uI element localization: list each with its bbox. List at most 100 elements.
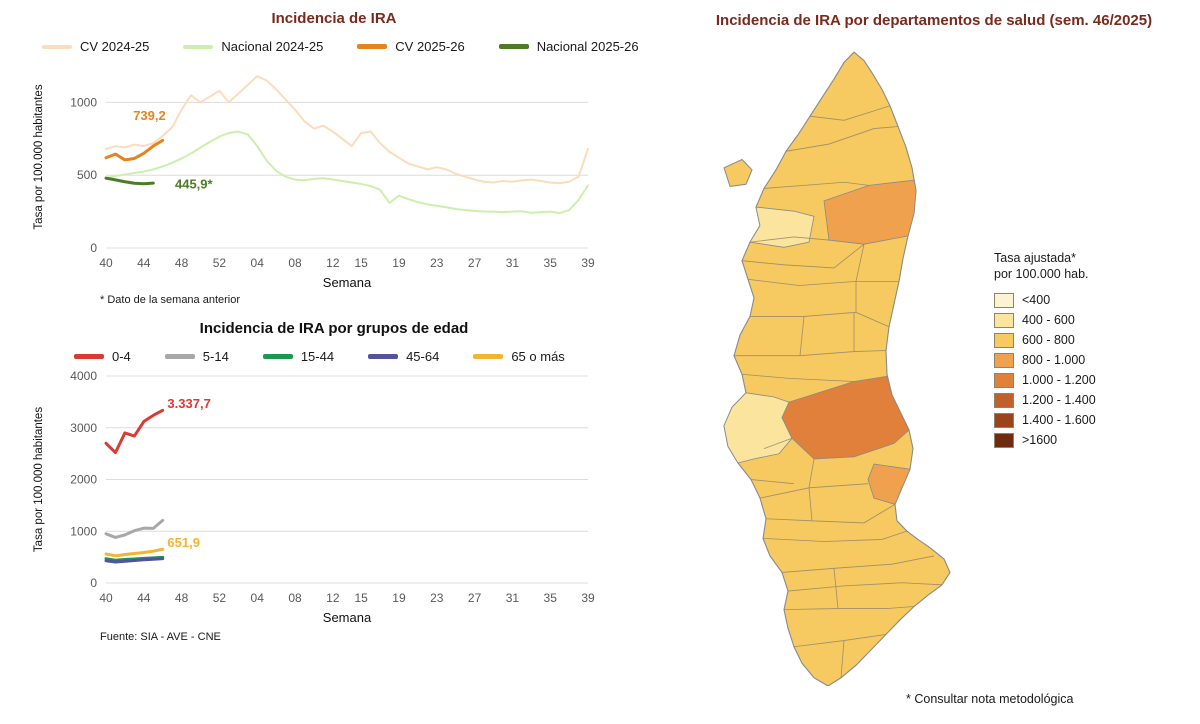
- legend-item: CV 2024-25: [42, 39, 149, 54]
- series-line: [105, 75, 589, 185]
- x-tick-label: 27: [468, 256, 482, 270]
- x-tick-label: 27: [468, 591, 482, 605]
- x-tick-label: 40: [99, 256, 113, 270]
- map-column: Incidencia de IRA por departamentos de s…: [668, 0, 1200, 724]
- map-legend-swatch: [994, 432, 1014, 448]
- map-legend-swatch: [994, 372, 1014, 388]
- map-legend-label: 400 - 600: [1022, 313, 1075, 327]
- x-tick-label: 12: [326, 256, 340, 270]
- y-tick-label: 500: [77, 168, 97, 182]
- y-tick-label: 3000: [70, 421, 97, 435]
- map-legend-label: 1.400 - 1.600: [1022, 413, 1096, 427]
- x-tick-label: 31: [506, 256, 520, 270]
- map-legend-label: 1.000 - 1.200: [1022, 373, 1096, 387]
- map-legend-label: 600 - 800: [1022, 333, 1075, 347]
- map-legend-swatch: [994, 312, 1014, 328]
- chart-source: Fuente: SIA - AVE - CNE: [100, 631, 221, 643]
- series-line: [104, 176, 155, 186]
- x-tick-label: 39: [581, 591, 595, 605]
- legend-label: 5-14: [202, 349, 229, 364]
- legend-label: CV 2025-26: [395, 39, 465, 54]
- x-tick-label: 23: [430, 591, 444, 605]
- legend-item: Nacional 2024-25: [183, 39, 323, 54]
- x-tick-label: 23: [430, 256, 444, 270]
- x-tick-label: 08: [288, 591, 302, 605]
- map-legend-row: 1.400 - 1.600: [994, 410, 1096, 430]
- legend-item: CV 2025-26: [357, 39, 465, 54]
- x-tick-label: 35: [544, 591, 558, 605]
- x-tick-label: 44: [137, 591, 151, 605]
- legend-swatch: [498, 44, 529, 49]
- legend-label: 0-4: [112, 349, 131, 364]
- map-legend-row: 1.000 - 1.200: [994, 370, 1096, 390]
- chart-title-ira: Incidencia de IRA: [271, 10, 397, 27]
- x-tick-label: 39: [581, 256, 595, 270]
- chart-legend-ira: CV 2024-25 Nacional 2024-25 CV 2025-26 Naci…: [42, 39, 668, 54]
- map-legend-label: >1600: [1022, 433, 1058, 447]
- map-legend-swatch: [994, 392, 1014, 408]
- legend-swatch: [368, 354, 399, 359]
- map-legend-title-line2: por 100.000 hab.: [994, 267, 1089, 281]
- x-tick-label: 40: [99, 591, 113, 605]
- x-tick-label: 35: [544, 256, 558, 270]
- y-tick-label: 0: [90, 241, 97, 255]
- x-tick-label: 12: [326, 591, 340, 605]
- map-region: [867, 463, 911, 505]
- x-tick-label: 15: [354, 591, 368, 605]
- y-axis-label: Tasa por 100.000 habitantes: [33, 84, 45, 229]
- legend-item: 0-4: [74, 349, 131, 364]
- legend-label: Nacional 2025-26: [536, 39, 639, 54]
- chart-legend-age: 0-4 5-14 15-44 45-64 65 o más: [74, 349, 668, 364]
- legend-swatch: [357, 44, 388, 49]
- map-legend-row: 1.200 - 1.400: [994, 390, 1096, 410]
- legend-item: 5-14: [164, 349, 229, 364]
- y-axis-label: Tasa por 100.000 habitantes: [33, 407, 45, 552]
- map-legend-swatch: [994, 332, 1014, 348]
- x-axis-label: Semana: [323, 610, 372, 625]
- series-line: [104, 518, 165, 539]
- legend-swatch: [262, 354, 293, 359]
- legend-item: 45-64: [368, 349, 439, 364]
- data-label: 3.337,7: [167, 396, 210, 411]
- legend-label: 65 o más: [511, 349, 565, 364]
- map-legend-swatch: [994, 352, 1014, 368]
- map-region: [823, 179, 917, 245]
- chart-block-age: Incidencia de IRA por grupos de edad 0-4…: [0, 320, 668, 643]
- map-region: [723, 51, 951, 686]
- chart-block-ira: Incidencia de IRA CV 2024-25 Nacional 202…: [0, 10, 668, 306]
- map-footnote: * Consultar nota metodológica: [906, 692, 1074, 706]
- series-line: [104, 408, 165, 455]
- legend-swatch: [164, 354, 195, 359]
- map-legend-row: <400: [994, 290, 1096, 310]
- y-tick-label: 2000: [70, 473, 97, 487]
- map-legend-row: 400 - 600: [994, 310, 1096, 330]
- x-tick-label: 31: [506, 591, 520, 605]
- y-tick-label: 1000: [70, 95, 97, 109]
- series-line: [104, 547, 165, 558]
- map-legend-label: <400: [1022, 293, 1051, 307]
- map-legend-rows: <400 400 - 600 600 - 800 800 - 1.000 1.000 -…: [994, 290, 1096, 450]
- map-legend-swatch: [994, 412, 1014, 428]
- series-line: [104, 557, 165, 564]
- y-tick-label: 0: [90, 576, 97, 590]
- x-tick-label: 19: [392, 591, 406, 605]
- map-legend-title-line1: Tasa ajustada*: [994, 251, 1077, 265]
- age-chart-svg: 0 1000 2000 3000 4000 40 44 48 52 04 08 12 15 19 23 27 3…: [33, 369, 595, 625]
- x-tick-label: 04: [251, 256, 265, 270]
- map-region: [781, 375, 910, 460]
- data-label: 651,9: [167, 535, 200, 550]
- legend-swatch: [473, 354, 504, 359]
- x-tick-label: 52: [213, 591, 227, 605]
- map-legend: Tasa ajustada* por 100.000 hab. <400 400 …: [994, 250, 1096, 450]
- legend-item: 15-44: [262, 349, 334, 364]
- map-legend-row: >1600: [994, 430, 1096, 450]
- map-legend-row: 600 - 800: [994, 330, 1096, 350]
- map-legend-label: 1.200 - 1.400: [1022, 393, 1096, 407]
- legend-item: 65 o más: [473, 349, 565, 364]
- map-legend-row: 800 - 1.000: [994, 350, 1096, 370]
- x-tick-label: 52: [213, 256, 227, 270]
- legend-label: 45-64: [406, 349, 440, 364]
- ira-chart-svg: 0 500 1000 40 44 48 52 04 08 12 15 19 23 27 31 35 39 Sema…: [33, 75, 595, 290]
- y-tick-label: 1000: [70, 524, 97, 538]
- series-line: [105, 130, 589, 215]
